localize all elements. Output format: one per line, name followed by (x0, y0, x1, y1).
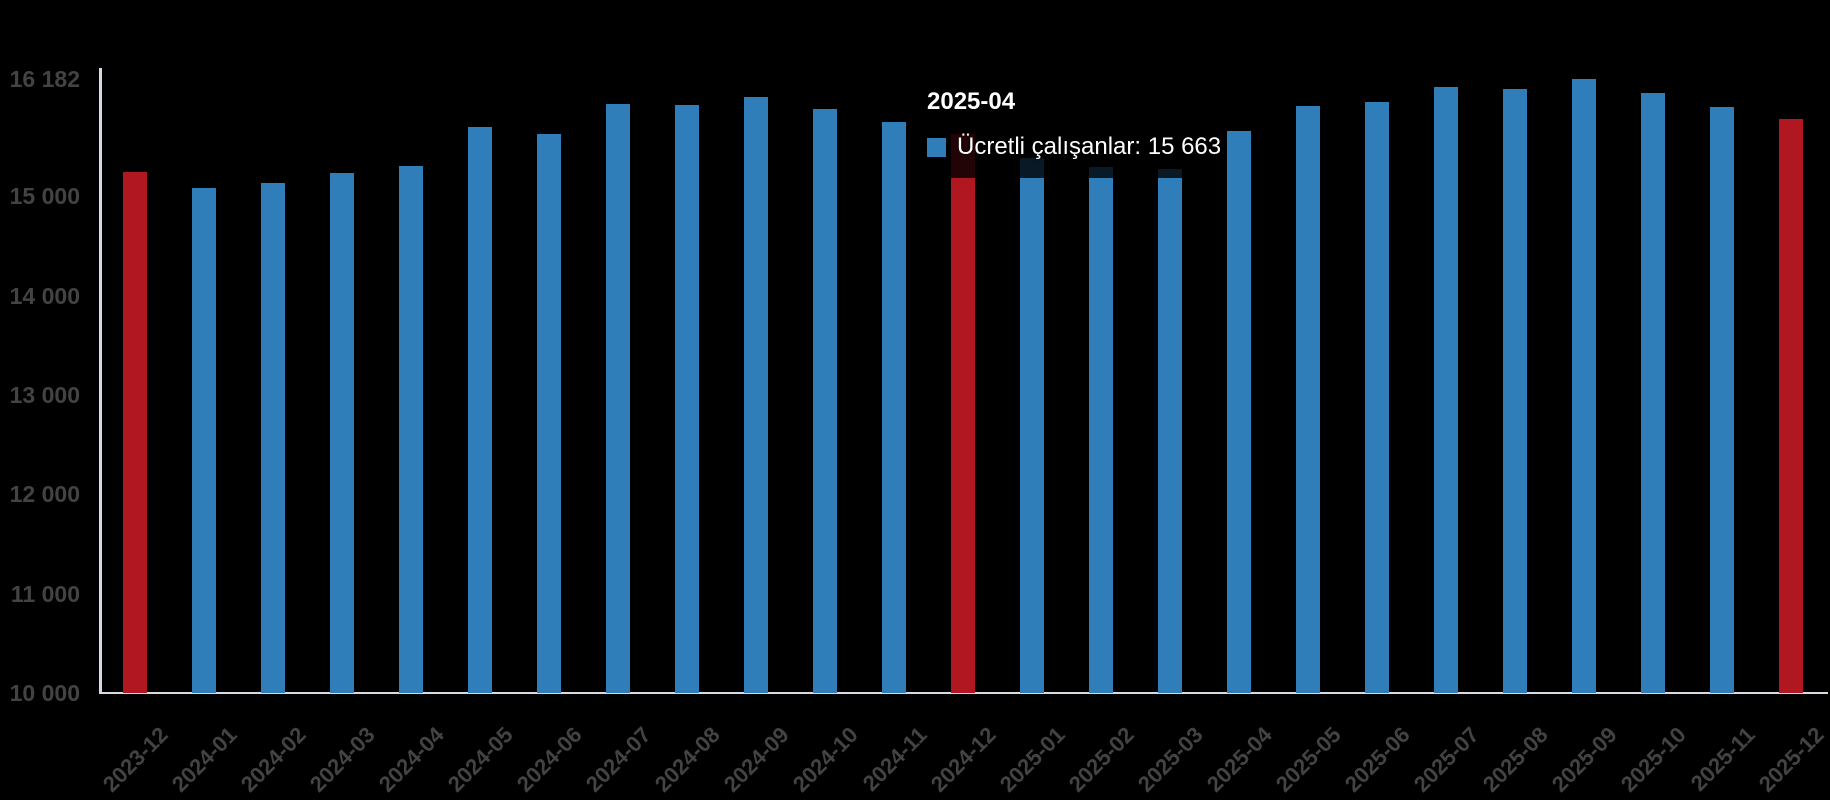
y-axis-tick-label: 12 000 (9, 481, 80, 508)
bar-2024-12[interactable] (951, 134, 975, 693)
x-axis-label: 2025-07 (1408, 722, 1484, 797)
y-axis-line (99, 68, 102, 694)
x-axis-label: 2024-05 (443, 722, 518, 797)
x-axis-label: 2025-09 (1546, 722, 1622, 797)
x-axis-label: 2024-11 (857, 722, 932, 796)
tooltip: 2025-04 Ücretli çalışanlar: 15 663 (915, 76, 1227, 178)
y-axis-tick-label: 15 000 (9, 183, 80, 210)
series-swatch-icon (927, 137, 946, 157)
y-axis-tick-label: 14 000 (9, 282, 80, 309)
bar-2025-05[interactable] (1295, 106, 1320, 693)
bar-2024-03[interactable] (330, 173, 355, 693)
y-axis-tick-label: 16 182 (9, 66, 80, 92)
x-axis-label: 2025-08 (1477, 722, 1553, 797)
x-axis-label: 2024-08 (650, 722, 725, 797)
bar-2024-08[interactable] (675, 104, 700, 693)
y-axis-tick-label: 10 000 (9, 680, 80, 706)
bar-2024-02[interactable] (261, 183, 286, 693)
bar-2024-01[interactable] (192, 188, 217, 693)
x-axis-label: 2024-03 (305, 722, 381, 797)
x-axis-label: 2023-12 (98, 722, 174, 797)
x-axis-label: 2025-05 (1270, 722, 1346, 797)
x-axis-label: 2025-04 (1201, 722, 1277, 797)
bar-2024-09[interactable] (744, 96, 769, 693)
bar-2025-02[interactable] (1088, 167, 1113, 693)
bar-2025-06[interactable] (1364, 101, 1389, 693)
bar-2025-12[interactable] (1778, 118, 1803, 693)
bar-2024-07[interactable] (606, 103, 631, 693)
y-axis-tick-label: 13 000 (9, 382, 80, 409)
tooltip-title: 2025-04 (927, 88, 1016, 115)
bar-2024-06[interactable] (537, 134, 562, 693)
x-axis-label: 2025-02 (1063, 722, 1139, 797)
bar-2025-09[interactable] (1571, 79, 1596, 693)
bar-2025-11[interactable] (1709, 107, 1734, 693)
bar-2025-07[interactable] (1433, 87, 1458, 693)
bar-2024-05[interactable] (468, 126, 493, 693)
x-axis-label: 2025-01 (994, 722, 1070, 797)
x-axis-label: 2024-10 (787, 722, 863, 797)
x-axis-label: 2024-01 (167, 722, 243, 797)
bar-2024-04[interactable] (399, 166, 424, 693)
x-axis-label: 2024-06 (512, 722, 587, 797)
x-axis-label: 2024-02 (236, 722, 312, 797)
x-axis-label: 2025-06 (1339, 722, 1415, 797)
x-axis-label: 2024-12 (925, 722, 1001, 797)
x-axis-label: 2024-09 (719, 722, 794, 797)
x-axis-label: 2025-11 (1685, 722, 1760, 796)
x-axis-label: 2025-03 (1132, 722, 1208, 797)
bar-2025-04[interactable] (1226, 130, 1251, 693)
bar-2025-08[interactable] (1502, 88, 1527, 693)
bar-2025-01[interactable] (1019, 158, 1044, 693)
x-axis-label: 2025-12 (1753, 722, 1829, 797)
bar-2023-12[interactable] (123, 171, 148, 693)
x-axis-label: 2024-04 (374, 722, 449, 797)
tooltip-value: Ücretli çalışanlar: 15 663 (957, 133, 1222, 160)
x-axis-label: 2024-07 (581, 722, 656, 797)
y-axis-tick-label: 11 000 (10, 580, 80, 607)
x-axis-line (99, 692, 1828, 694)
bar-2024-10[interactable] (813, 109, 838, 693)
x-axis-label: 2025-10 (1615, 722, 1691, 797)
bar-2024-11[interactable] (882, 121, 907, 693)
tooltip-row: Ücretli çalışanlar: 15 663 (927, 133, 1221, 161)
bar-2025-03[interactable] (1157, 168, 1182, 693)
bar-2025-10[interactable] (1640, 93, 1665, 693)
